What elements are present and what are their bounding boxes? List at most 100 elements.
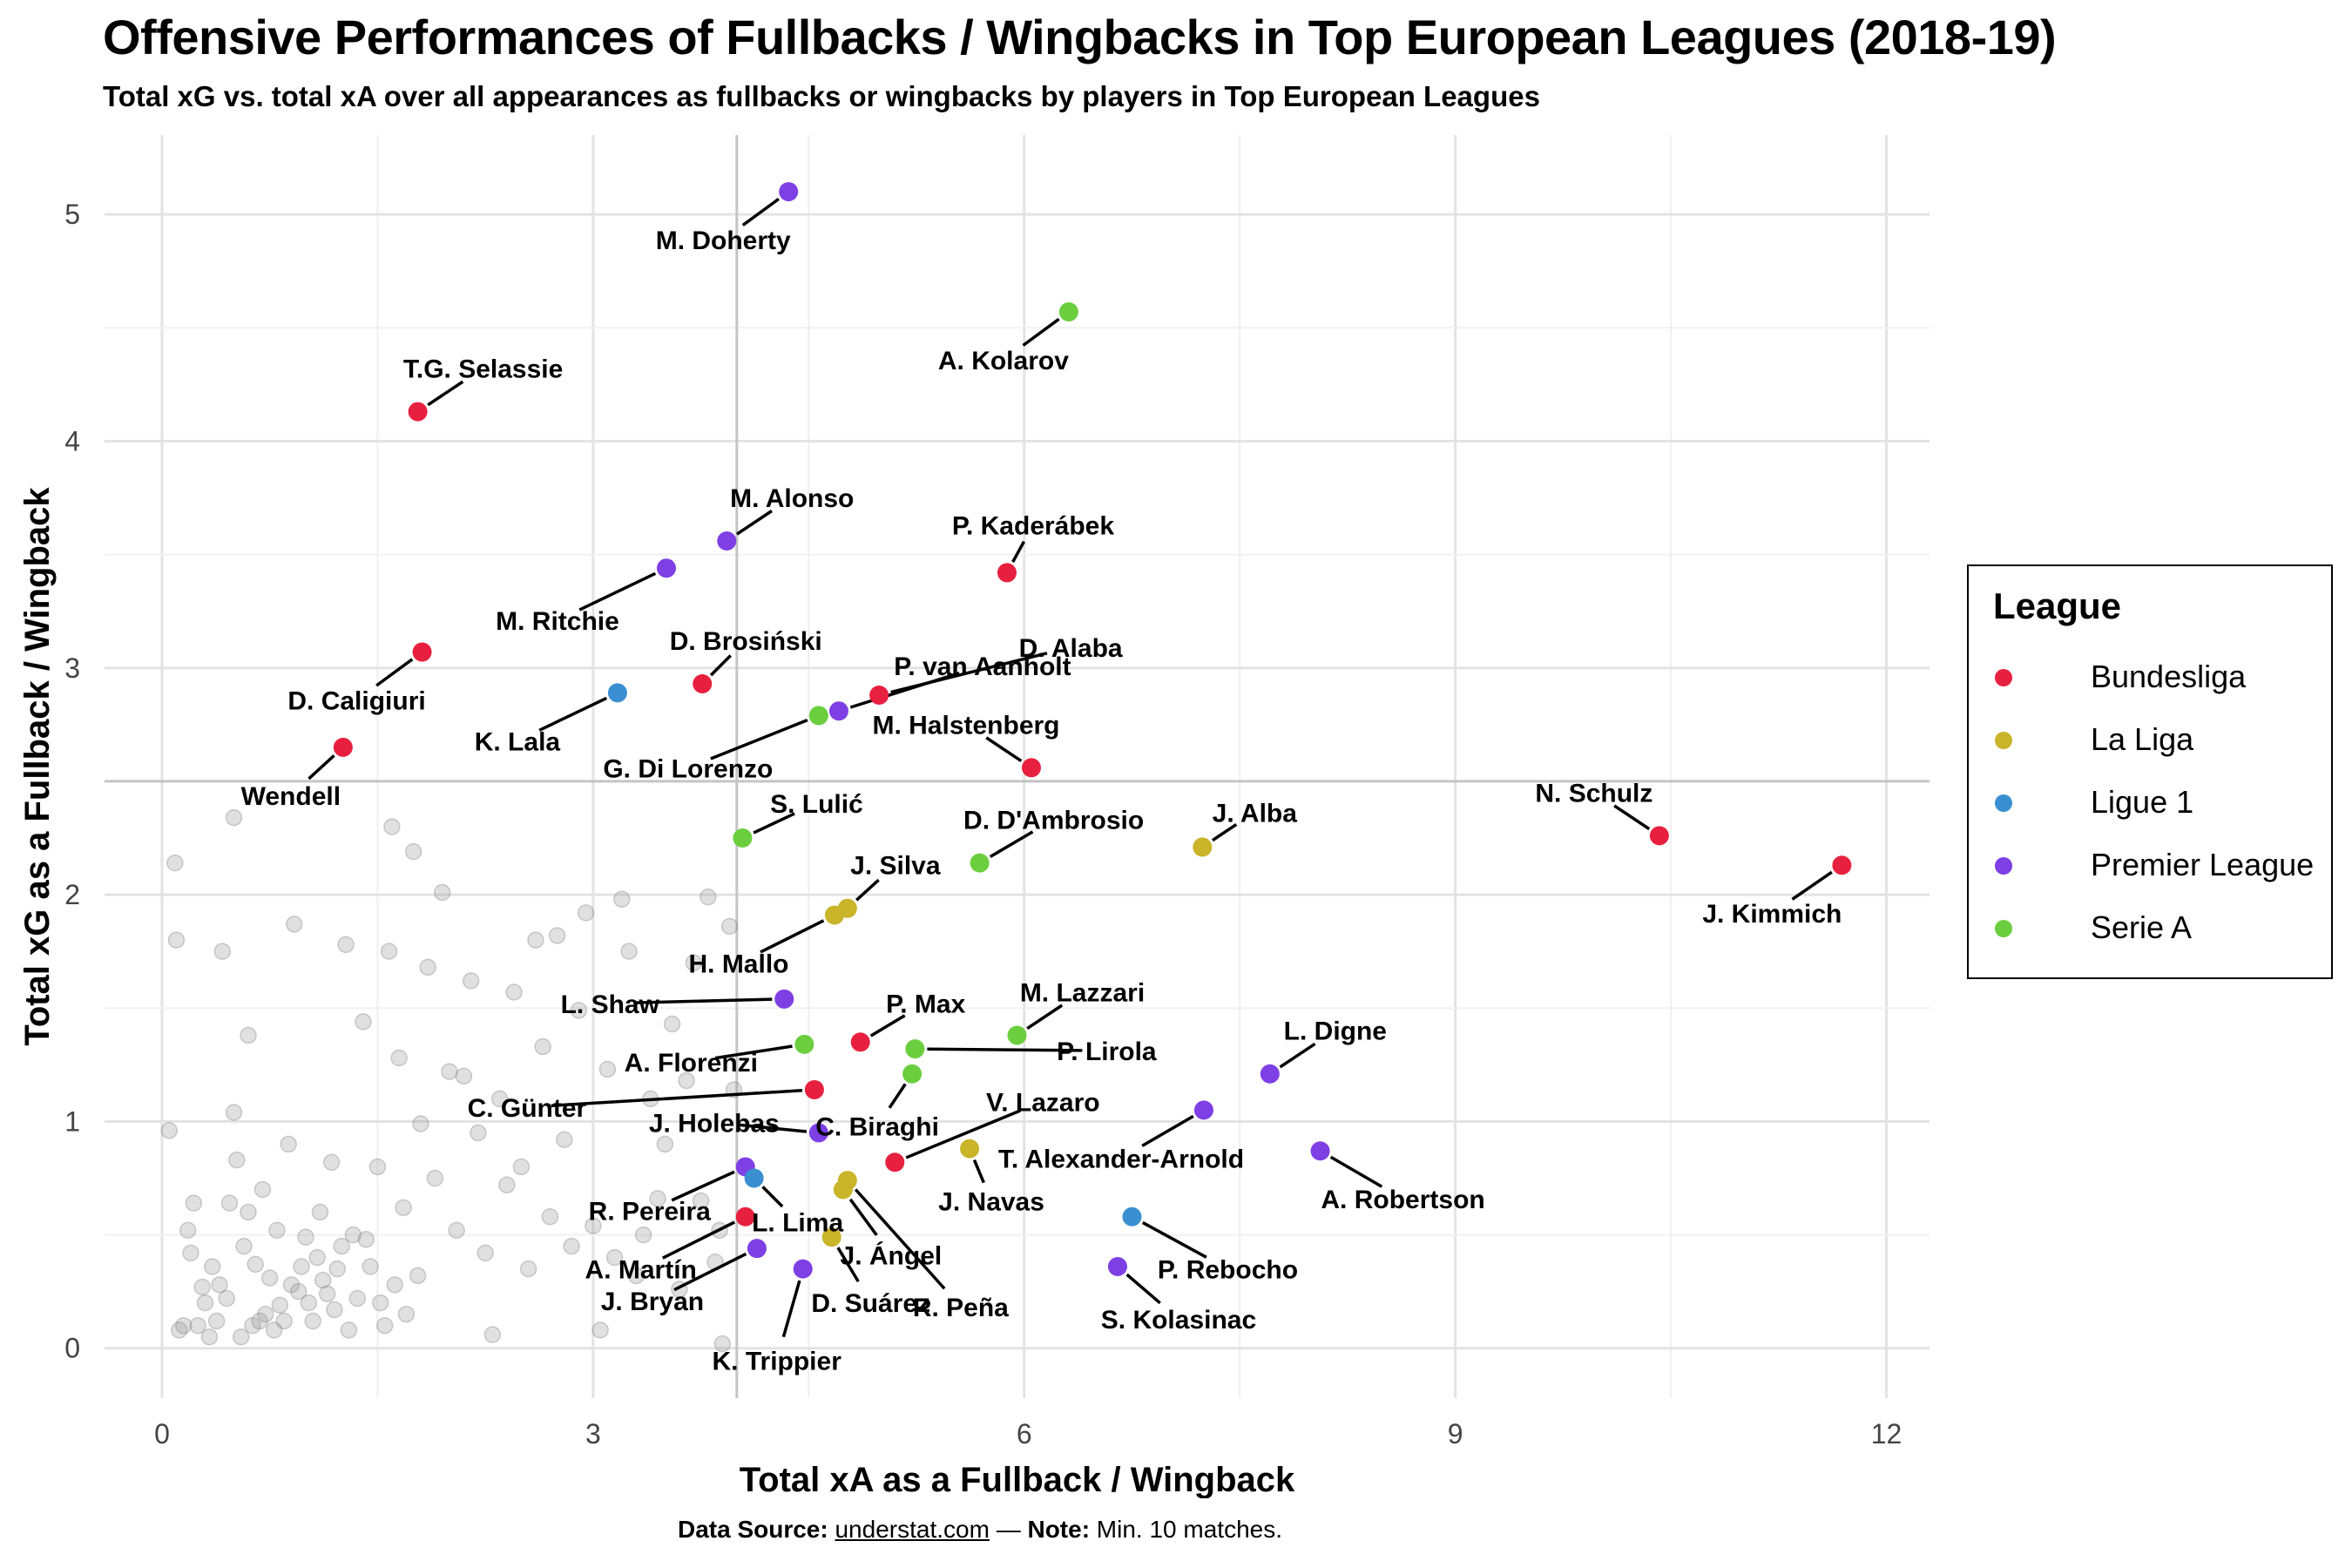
other-point [340, 1321, 358, 1339]
scatter-chart: M. Doherty A. Kolarov T.G. Selassie M. Alon… [18, 135, 1930, 1498]
label-l-digne: L. Digne [1284, 1017, 1387, 1046]
legend-label-la-liga: La Liga [2091, 721, 2194, 757]
label-d-d-ambrosio: D. D'Ambrosio [963, 807, 1144, 835]
other-point [240, 1203, 257, 1221]
point-l-lima [744, 1168, 764, 1188]
point-p-rebocho [1122, 1206, 1142, 1227]
other-point [280, 1135, 297, 1153]
other-point [720, 917, 739, 936]
other-point [570, 1002, 588, 1019]
other-point [713, 1335, 732, 1353]
other-point [386, 1276, 403, 1294]
other-point [314, 1271, 332, 1289]
legend-item-la-liga: La Liga [1995, 714, 2326, 767]
other-point [685, 954, 703, 971]
other-point [448, 1221, 465, 1240]
other-point [253, 1180, 272, 1199]
other-point [207, 1312, 226, 1330]
leader-t-g-selassie [427, 380, 464, 407]
legend-swatch-ligue-1 [1995, 794, 2012, 812]
caption-source-label: Data Source: [677, 1516, 828, 1543]
legend: League Bundesliga La Liga Ligue 1 Premie… [1967, 564, 2333, 979]
point-d-alaba [869, 685, 889, 705]
label-p-rebocho: P. Rebocho [1158, 1256, 1298, 1285]
legend-item-premier-league: Premier League [1995, 840, 2326, 892]
other-point [585, 1217, 602, 1234]
y-axis-label: Total xG as a Fullback / Wingback [18, 487, 57, 1046]
caption-separator: — [996, 1516, 1021, 1543]
x-tick-label-9: 9 [1448, 1418, 1463, 1450]
chart-title: Offensive Performances of Fullbacks / Wi… [103, 10, 2057, 64]
legend-swatch-premier-league [1995, 857, 2012, 875]
point-m-doherty [779, 182, 799, 202]
point-a-martin [735, 1206, 755, 1227]
leader-s-lulic [753, 812, 795, 835]
point-m-lazzari [1007, 1025, 1027, 1045]
other-point [196, 1294, 214, 1312]
label-j-bryan: J. Bryan [601, 1288, 704, 1316]
point-p-van-aanholt [828, 701, 848, 721]
other-point [505, 983, 523, 1001]
other-point [282, 1276, 301, 1294]
other-point [390, 1049, 408, 1067]
label-n-schulz: N. Schulz [1535, 779, 1652, 808]
label-leader-lines [308, 197, 1833, 1338]
other-point [311, 1203, 329, 1221]
x-tick-label-0: 0 [154, 1418, 170, 1450]
y-tick-label-4: 4 [64, 425, 80, 456]
other-point [344, 1226, 362, 1244]
leader-m-lazzari [1026, 1004, 1064, 1031]
y-tick-label-2: 2 [64, 879, 80, 910]
other-point [620, 943, 638, 960]
label-d-brosinski: D. Brosiński [670, 627, 822, 656]
other-point [419, 958, 436, 977]
point-a-kolarov [1058, 302, 1078, 322]
label-j-kimmich: J. Kimmich [1702, 900, 1842, 929]
point-v-lazaro [885, 1152, 905, 1173]
other-point [232, 1328, 250, 1346]
other-point [577, 904, 595, 922]
legend-item-serie-a: Serie A [1995, 902, 2326, 955]
other-point [663, 1015, 681, 1033]
label-d-caligiuri: D. Caligiuri [287, 687, 425, 716]
other-points [160, 808, 743, 1353]
other-point [368, 1158, 387, 1176]
other-point [200, 1328, 219, 1346]
leader-s-kolasinac [1125, 1273, 1161, 1305]
leader-j-kimmich [1791, 870, 1833, 901]
other-point [171, 1321, 188, 1339]
other-point [308, 1248, 326, 1267]
other-point [285, 916, 303, 933]
other-point [228, 1151, 246, 1169]
label-m-doherty: M. Doherty [656, 226, 791, 255]
other-point [375, 1316, 394, 1335]
other-point [649, 1190, 666, 1207]
label-m-ritchie: M. Ritchie [496, 607, 619, 636]
leader-r-pereira [671, 1170, 735, 1202]
leader-p-van-aanholt [849, 671, 960, 709]
other-point [656, 1135, 674, 1153]
label-m-alonso: M. Alonso [730, 484, 854, 513]
other-point [455, 1067, 473, 1085]
leader-p-max [869, 1014, 906, 1037]
label-j-angel: J. Ángel [841, 1241, 943, 1271]
point-labels: M. Doherty A. Kolarov T.G. Selassie M. Alon… [241, 226, 1842, 1376]
label-a-florenzi: A. Florenzi [625, 1049, 758, 1078]
point-p-kaderabek [997, 563, 1017, 583]
y-tick-label-1: 1 [64, 1105, 80, 1137]
other-point [371, 1294, 389, 1312]
other-point [275, 1312, 293, 1330]
other-point [304, 1312, 321, 1330]
leader-d-suarez [836, 1247, 860, 1283]
caption-source-link[interactable]: understat.com [835, 1516, 990, 1543]
leader-n-schulz [1613, 804, 1651, 831]
caption-note-label: Note: [1027, 1516, 1091, 1543]
label-p-max: P. Max [886, 990, 965, 1018]
other-point [328, 1260, 346, 1278]
other-point [556, 1131, 573, 1148]
x-tick-label-12: 12 [1871, 1418, 1903, 1450]
caption-note: Min. 10 matches. [1096, 1516, 1282, 1543]
y-tick-label-3: 3 [64, 652, 80, 684]
x-tick-label-6: 6 [1017, 1418, 1032, 1450]
chart-subtitle: Total xG vs. total xA over all appearanc… [103, 80, 1540, 112]
